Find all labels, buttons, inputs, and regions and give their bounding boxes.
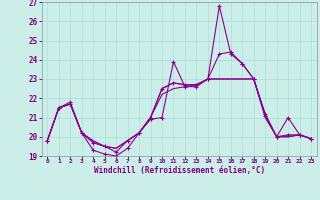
X-axis label: Windchill (Refroidissement éolien,°C): Windchill (Refroidissement éolien,°C) xyxy=(94,166,265,175)
